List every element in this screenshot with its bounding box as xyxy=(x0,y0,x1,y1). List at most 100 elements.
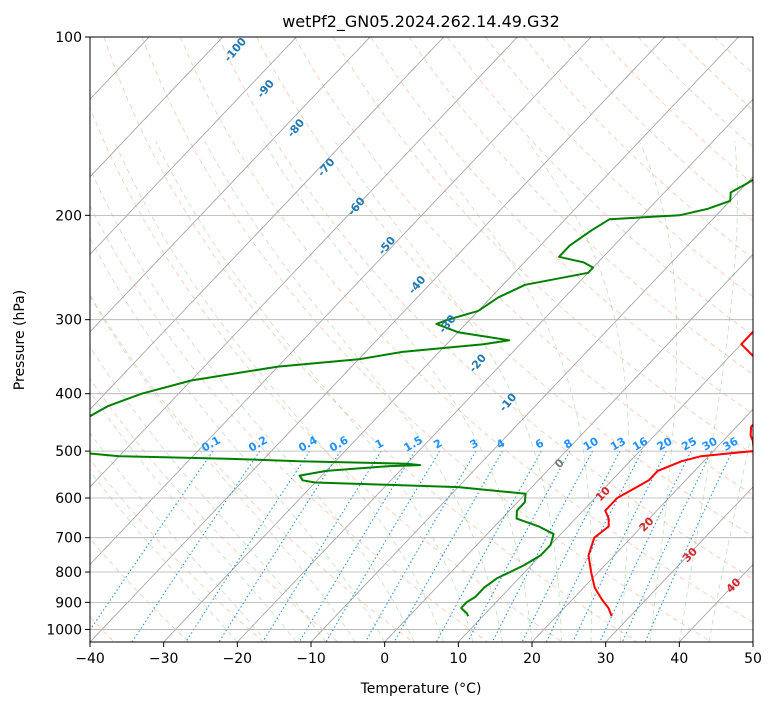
x-tick-label: −40 xyxy=(75,651,105,667)
background-line-labels: 0.1 0.2 0.4 0.6 1 1.5 2 3 4 6 8 10 13 16 20 25 30 36-100-… xyxy=(199,35,743,596)
profiles xyxy=(90,178,753,617)
mixing-ratio-line xyxy=(572,450,667,642)
moist-adiabat-label: 30 xyxy=(680,545,700,565)
isotherm-line xyxy=(237,98,753,642)
mixing-ratio-label: 10 xyxy=(581,434,601,453)
isotherm-line xyxy=(90,37,224,178)
dewpoint-profile xyxy=(90,178,753,617)
x-axis-ticks: −40 −30 −20 −10 0 10 20 30 40 50 xyxy=(75,642,762,667)
moist-adiabat-line xyxy=(114,141,444,642)
dry-adiabat-label: -40 xyxy=(406,273,429,297)
dry-adiabat-label: -30 xyxy=(436,312,459,336)
chart-title: wetPf2_GN05.2024.262.14.49.G32 xyxy=(282,12,560,32)
isotherm-line xyxy=(90,37,666,642)
dry-adiabat-line xyxy=(90,458,264,642)
dry-adiabat-label: -80 xyxy=(285,116,308,140)
mixing-ratio-line xyxy=(218,450,341,642)
mixing-ratio-line xyxy=(599,450,692,642)
y-axis-ticks: 100 200 300 400 500 600 700 800 900 1000 xyxy=(46,30,90,638)
isotherm-line xyxy=(531,408,753,642)
moist-adiabat-line xyxy=(155,141,474,642)
dry-adiabat-label: -100 xyxy=(221,35,249,65)
x-tick-label: 20 xyxy=(523,651,541,667)
x-tick-label: 10 xyxy=(449,651,467,667)
x-tick-label: −30 xyxy=(149,651,179,667)
moist-adiabat-line xyxy=(678,141,738,642)
isotherm-line xyxy=(310,176,753,642)
dry-adiabat-line xyxy=(256,37,753,538)
dry-adiabat-line xyxy=(523,37,753,260)
y-tick-label: 900 xyxy=(55,595,82,611)
mixing-ratio-label: 4 xyxy=(494,436,507,451)
mixing-ratio-line xyxy=(521,450,621,642)
moist-adiabat-line xyxy=(90,470,238,642)
dry-adiabat-line xyxy=(561,37,753,222)
isotherm-line xyxy=(163,37,739,642)
dry-adiabat-line xyxy=(370,37,753,415)
dry-adiabat-line xyxy=(90,204,488,642)
x-tick-label: 50 xyxy=(744,651,762,667)
mixing-ratio-line xyxy=(545,450,643,642)
dry-adiabat-label: -90 xyxy=(254,77,277,101)
mixing-ratio-line xyxy=(90,450,214,631)
isotherm-line xyxy=(384,253,753,642)
mixing-ratio-line xyxy=(491,450,594,642)
x-tick-label: 0 xyxy=(380,651,389,667)
mixing-ratio-line xyxy=(621,450,712,642)
mixing-ratio-line xyxy=(262,450,382,642)
dry-adiabat-line xyxy=(90,106,563,642)
isotherm-line xyxy=(90,37,371,333)
y-tick-label: 100 xyxy=(55,30,82,46)
moist-adiabat-line xyxy=(527,141,630,642)
mixing-ratio-line xyxy=(644,450,733,642)
x-tick-label: 30 xyxy=(597,651,615,667)
moist-adiabat-label: 10 xyxy=(593,484,613,504)
mixing-ratio-label: 36 xyxy=(721,434,741,453)
moist-adiabat-line xyxy=(334,141,562,642)
mixing-ratio-line xyxy=(298,450,416,642)
moist-adiabat-line xyxy=(422,141,593,642)
dry-adiabat-line xyxy=(446,37,753,336)
dry-adiabat-label: -70 xyxy=(315,155,338,179)
y-tick-label: 1000 xyxy=(46,622,82,638)
moist-adiabat-line xyxy=(90,167,415,642)
moist-adiabat-line xyxy=(90,346,327,642)
mixing-ratio-line xyxy=(325,450,441,642)
dry-adiabat-line xyxy=(141,37,712,642)
moist-adiabat-line xyxy=(90,237,386,642)
y-tick-label: 700 xyxy=(55,531,82,547)
mixing-ratio-label: 16 xyxy=(630,434,650,453)
y-axis-label: Pressure (hPa) xyxy=(12,290,28,390)
y-tick-label: 200 xyxy=(55,208,82,224)
dry-adiabat-label: -50 xyxy=(375,234,398,258)
y-tick-label: 400 xyxy=(55,387,82,403)
isotherm-line xyxy=(752,641,753,642)
x-tick-label: −10 xyxy=(296,651,326,667)
y-tick-label: 600 xyxy=(55,491,82,507)
mixing-ratio-label: 30 xyxy=(700,434,720,453)
x-tick-label: −20 xyxy=(223,651,253,667)
moist-adiabat-line xyxy=(263,141,533,642)
mixing-ratio-label: 6 xyxy=(533,436,546,451)
dry-adiabat-line xyxy=(90,537,190,642)
y-tick-label: 300 xyxy=(55,313,82,329)
mixing-ratio-line xyxy=(467,450,571,642)
moist-adiabat-label: 20 xyxy=(637,514,657,534)
dry-adiabat-line xyxy=(637,37,753,148)
isotherm-line xyxy=(0,37,2,642)
plot-frame xyxy=(89,36,754,643)
dry-adiabat-label: -20 xyxy=(466,351,489,375)
mixing-ratio-line xyxy=(364,450,477,642)
mixing-ratio-line xyxy=(131,450,261,642)
mixing-ratio-label: 13 xyxy=(608,435,628,454)
y-tick-label: 800 xyxy=(55,565,82,581)
dry-adiabat-line xyxy=(752,37,753,38)
isotherm-line xyxy=(90,37,297,255)
y-tick-label: 500 xyxy=(55,444,82,460)
mixing-ratio-label: 1 xyxy=(373,437,386,452)
x-axis-label: Temperature (°C) xyxy=(360,681,482,697)
isotherm-line xyxy=(90,37,518,488)
mixing-ratio-line xyxy=(185,450,311,642)
dry-adiabat-line xyxy=(332,37,753,455)
